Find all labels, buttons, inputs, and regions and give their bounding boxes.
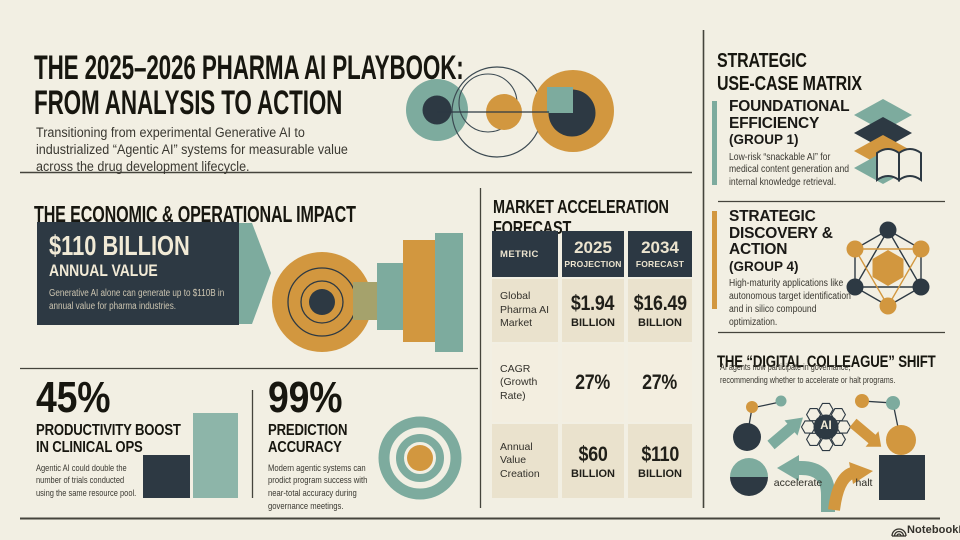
program-node-right <box>855 394 916 455</box>
open-book-icon <box>876 148 922 182</box>
column-header-metric: METRIC <box>492 231 558 277</box>
stat-accuracy-title: PREDICTION ACCURACY <box>268 422 383 457</box>
cell-value: 27% <box>642 370 678 394</box>
metric-label: Global Pharma AI Market <box>500 290 550 330</box>
group1-title-line1: FOUNDATIONAL <box>729 98 850 115</box>
use-case-group-1: FOUNDATIONAL EFFICIENCY (GROUP 1) Low-ri… <box>712 98 881 190</box>
group4-title-line2: DISCOVERY & <box>729 224 833 242</box>
cell-unit: BILLION <box>571 467 615 480</box>
notebooklm-watermark: NotebookLM <box>907 524 960 536</box>
governance-flow-graphic <box>730 394 925 512</box>
page-title-line1: THE 2025–2026 PHARMA AI PLAYBOOK: <box>34 48 464 87</box>
forecast-table: METRIC 2025 PROJECTION 2034 FORECAST Glo… <box>492 231 702 498</box>
page-title-line2: FROM ANALYSIS TO ACTION <box>34 84 343 123</box>
ai-chip-label: AI <box>820 420 832 432</box>
impact-stat-label: ANNUAL VALUE <box>49 261 158 281</box>
colleague-description-line1: AI agents now participate in governance, <box>720 362 851 373</box>
page-title: THE 2025–2026 PHARMA AI PLAYBOOK: FROM A… <box>34 48 464 123</box>
group4-description: High-maturity applications like autonomo… <box>729 278 851 328</box>
use-case-group-4: STRATEGIC DISCOVERY & ACTION (GROUP 4) H… <box>712 208 881 329</box>
cell-value: 27% <box>575 370 611 394</box>
stat-productivity-title-line2: IN CLINICAL OPS <box>36 439 143 457</box>
table-cell-2025: $60 BILLION <box>562 424 624 498</box>
group4-title-line1: STRATEGIC <box>729 208 816 225</box>
subtitle: Transitioning from experimental Generati… <box>36 124 348 174</box>
column-header-2025-year: 2025 <box>574 238 612 257</box>
cell-value: $1.94 <box>571 292 615 315</box>
down-right-arrow-icon <box>849 418 882 447</box>
stat-accuracy-title-line1: PREDICTION <box>268 422 348 440</box>
table-row-metric: Global Pharma AI Market <box>492 279 558 342</box>
table-cell-2034: $16.49 BILLION <box>628 279 692 342</box>
group4-title-line3: ACTION <box>729 241 788 259</box>
accelerate-label: accelerate <box>773 477 823 489</box>
group4-tag: (GROUP 4) <box>729 258 799 274</box>
notebooklm-logo-icon <box>891 528 907 537</box>
halt-square <box>879 455 925 500</box>
matrix-heading-line1: STRATEGIC <box>717 49 807 72</box>
cell-value: $16.49 <box>633 292 687 315</box>
cell-unit: BILLION <box>638 317 682 329</box>
stat-accuracy-description: Modern agentic systems can prodict progr… <box>268 462 368 512</box>
impact-stat-card: $110 BILLION ANNUAL VALUE Generative AI … <box>37 222 239 325</box>
stat-accuracy-value: 99% <box>268 373 343 422</box>
stat-productivity: 45% PRODUCTIVITY BOOST IN CLINICAL OPS A… <box>36 373 213 501</box>
stat-accuracy: 99% PREDICTION ACCURACY Modern agentic s… <box>268 373 408 513</box>
matrix-heading-line2: USE-CASE MATRIX <box>717 72 862 96</box>
cell-value: $60 <box>578 442 608 466</box>
accent-bar <box>712 211 717 309</box>
halt-label: halt <box>855 477 873 489</box>
impact-abstract-graphic <box>234 223 463 352</box>
table-row-metric: CAGR (Growth Rate) <box>492 344 558 422</box>
column-header-2025-sub: PROJECTION <box>564 259 622 269</box>
column-header-2034: 2034 FORECAST <box>628 231 692 277</box>
cell-unit: BILLION <box>638 467 682 480</box>
group1-tag: (GROUP 1) <box>729 132 799 148</box>
callout-arrow-icon <box>234 223 271 324</box>
half-circle-bottom <box>730 477 768 496</box>
column-header-2025: 2025 PROJECTION <box>562 231 624 277</box>
column-header-2034-sub: FORECAST <box>635 259 685 269</box>
table-cell-2034: 27% <box>628 344 692 422</box>
impact-stat-value: $110 BILLION <box>49 230 190 261</box>
cell-value: $110 <box>641 442 679 466</box>
table-cell-2025: $1.94 BILLION <box>562 279 624 342</box>
up-right-arrow-icon <box>767 417 803 450</box>
metric-label: Annual Value Creation <box>500 440 540 480</box>
half-circle-top <box>730 458 768 477</box>
stat-productivity-value: 45% <box>36 373 111 422</box>
stat-productivity-description: Agentic AI could double the number of tr… <box>36 462 137 499</box>
metric-label: CAGR (Growth Rate) <box>500 362 538 402</box>
stat-productivity-title-line1: PRODUCTIVITY BOOST <box>36 422 181 440</box>
table-cell-2034: $110 BILLION <box>628 424 692 498</box>
table-row-metric: Annual Value Creation <box>492 424 558 498</box>
program-node-left <box>733 395 787 451</box>
column-header-2034-year: 2034 <box>641 238 679 257</box>
matrix-section-heading: STRATEGIC USE-CASE MATRIX <box>717 49 862 96</box>
stat-productivity-title: PRODUCTIVITY BOOST IN CLINICAL OPS <box>36 422 181 457</box>
accelerate-arrow-icon <box>797 461 835 512</box>
colleague-section-heading: THE “DIGITAL COLLEAGUE” SHIFT <box>717 352 936 371</box>
cell-unit: BILLION <box>571 317 615 329</box>
group1-title-line2: EFFICIENCY <box>729 114 820 132</box>
table-cell-2025: 27% <box>562 344 624 422</box>
colleague-description-line2: recommending whether to accelerate or ha… <box>720 375 896 387</box>
impact-stat-description: Generative AI alone can generate up to $… <box>49 287 225 312</box>
accent-bar <box>712 101 717 185</box>
stat-accuracy-title-line2: ACCURACY <box>268 439 342 457</box>
forecast-heading-line1: MARKET ACCELERATION <box>493 196 669 218</box>
group1-description: Low-risk “snackable AI” for medical cont… <box>729 151 850 189</box>
colleague-description: AI agents now participate in governance,… <box>720 361 951 388</box>
